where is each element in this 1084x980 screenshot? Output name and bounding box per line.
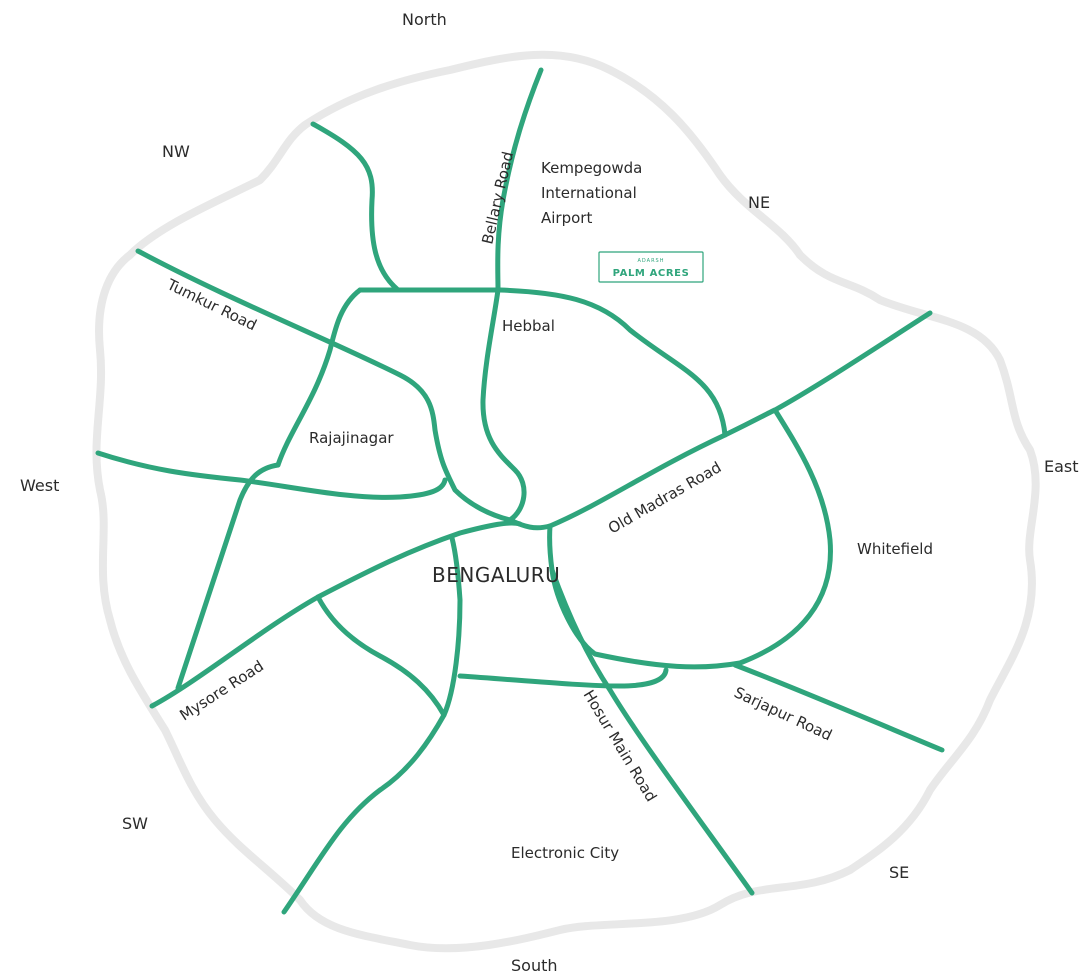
- direction-east: East: [1044, 457, 1079, 476]
- old-madras-road-label: Old Madras Road: [605, 458, 724, 537]
- airport-label-line1: Kempegowda: [541, 159, 642, 177]
- electronic-city-label: Electronic City: [511, 844, 619, 862]
- road-network: [95, 67, 945, 915]
- mysore-road-label: Mysore Road: [176, 657, 267, 725]
- bellary-road-label: Bellary Road: [478, 150, 517, 246]
- south-road: [281, 535, 463, 915]
- tumkur-road: [135, 248, 553, 531]
- logo-brand: ADARSH: [637, 258, 664, 264]
- northwest-connector-road: [310, 121, 400, 292]
- rajajinagar-label: Rajajinagar: [309, 429, 394, 447]
- hebbal-label: Hebbal: [502, 317, 555, 335]
- direction-north: North: [402, 10, 447, 29]
- sarjapur-road-label: Sarjapur Road: [731, 683, 835, 744]
- west-diagonal-road: [175, 462, 281, 691]
- airport-label-line3: Airport: [541, 209, 592, 227]
- mysore-road: [149, 520, 523, 709]
- southwest-connector-road: [315, 594, 447, 718]
- city-label: BENGALURU: [432, 563, 560, 587]
- inner-ring-road: [357, 287, 728, 438]
- direction-west: West: [20, 476, 59, 495]
- old-madras-road: [547, 310, 933, 529]
- airport-label-line2: International: [541, 184, 637, 202]
- direction-se: SE: [889, 863, 909, 882]
- bellary-road: [480, 67, 544, 523]
- city-boundary: [92, 50, 1040, 953]
- hosur-main-road: [549, 567, 755, 896]
- direction-south: South: [511, 956, 558, 975]
- logo-project: PALM ACRES: [613, 268, 690, 279]
- palm-acres-logo: ADARSH PALM ACRES: [598, 251, 704, 283]
- whitefield-ring-road: [547, 407, 833, 670]
- sarjapur-road: [732, 662, 945, 753]
- direction-ne: NE: [748, 193, 770, 212]
- rajajinagar-connector-road: [95, 450, 448, 500]
- direction-nw: NW: [162, 142, 190, 161]
- inner-south-road: [457, 667, 669, 689]
- direction-sw: SW: [122, 814, 148, 833]
- whitefield-label: Whitefield: [857, 540, 933, 558]
- western-ring-road: [275, 287, 363, 468]
